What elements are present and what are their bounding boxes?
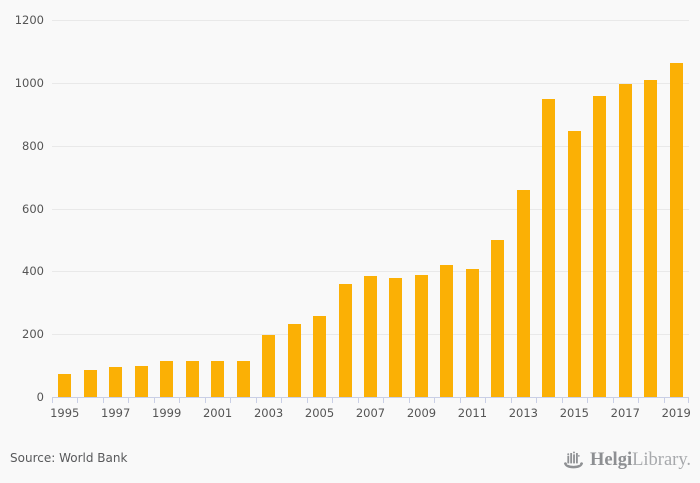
x-axis-label-2019: 2019 bbox=[661, 406, 691, 420]
x-axis-tick bbox=[612, 398, 614, 403]
helgi-ship-icon bbox=[562, 449, 585, 472]
bar-2007[interactable] bbox=[364, 276, 377, 397]
x-axis-tick bbox=[638, 398, 640, 403]
x-axis-label-2011: 2011 bbox=[457, 406, 488, 420]
x-axis-tick bbox=[332, 398, 334, 403]
bar-2013[interactable] bbox=[516, 190, 530, 397]
x-axis-label-2013: 2013 bbox=[508, 406, 539, 420]
x-axis-tick bbox=[485, 398, 487, 403]
x-axis-label-2015: 2015 bbox=[559, 406, 589, 420]
x-axis-label-2017: 2017 bbox=[610, 406, 640, 420]
x-axis-label-1999: 1999 bbox=[152, 406, 182, 420]
bar-1995[interactable] bbox=[58, 374, 72, 397]
y-axis-label-200: 200 bbox=[22, 327, 44, 342]
logo-text: HelgiLibrary. bbox=[590, 448, 691, 472]
bar-2017[interactable] bbox=[618, 84, 632, 397]
bar-1996[interactable] bbox=[83, 370, 97, 397]
y-axis-label-1200: 1200 bbox=[14, 13, 44, 27]
plot-area: 0 200 400 600 800 1000 1200 1995 1997 1999 2001 200… bbox=[15, 14, 691, 419]
gridline-400 bbox=[52, 271, 689, 273]
gridline-1200 bbox=[52, 20, 689, 21]
x-axis-label-1995: 1995 bbox=[50, 406, 80, 420]
x-axis-label-2005: 2005 bbox=[304, 406, 335, 420]
bar-2011[interactable] bbox=[465, 268, 479, 397]
bar-2014[interactable] bbox=[542, 98, 556, 397]
x-axis-tick bbox=[102, 398, 104, 403]
helgi-library-logo[interactable]: HelgiLibrary. bbox=[562, 448, 691, 472]
x-axis-tick bbox=[587, 398, 589, 403]
x-axis-tick bbox=[510, 398, 512, 403]
x-axis-tick bbox=[536, 398, 538, 403]
x-axis-tick bbox=[281, 398, 283, 403]
bar-2012[interactable] bbox=[491, 239, 505, 397]
x-axis-tick bbox=[230, 398, 232, 403]
bar-1997[interactable] bbox=[109, 367, 123, 397]
bar-2018[interactable] bbox=[644, 80, 658, 397]
x-axis-tick bbox=[383, 398, 385, 403]
logo-text-library: Library. bbox=[632, 450, 691, 470]
y-axis-label-1000: 1000 bbox=[14, 75, 44, 90]
x-axis-tick bbox=[204, 398, 206, 403]
bar-2000[interactable] bbox=[185, 361, 199, 397]
y-axis-label-800: 800 bbox=[22, 138, 44, 153]
bar-2004[interactable] bbox=[287, 324, 301, 397]
x-axis-tick bbox=[561, 398, 563, 403]
x-axis-tick bbox=[434, 398, 436, 403]
x-axis-tick bbox=[663, 398, 665, 403]
y-axis-label-400: 400 bbox=[22, 264, 44, 279]
x-axis-tick bbox=[357, 398, 359, 403]
bar-2019[interactable] bbox=[669, 62, 683, 397]
x-axis-tick bbox=[306, 398, 308, 403]
x-axis-tick bbox=[153, 398, 155, 403]
bar-2006[interactable] bbox=[338, 283, 352, 397]
x-axis-tick bbox=[459, 398, 461, 403]
bar-2015[interactable] bbox=[567, 130, 581, 397]
source-label: Source: World Bank bbox=[10, 451, 128, 465]
x-axis-label-2007: 2007 bbox=[355, 406, 386, 420]
bar-2016[interactable] bbox=[593, 96, 607, 397]
x-axis-label-2003: 2003 bbox=[253, 406, 284, 420]
bar-1999[interactable] bbox=[160, 360, 174, 397]
bar-1998[interactable] bbox=[134, 366, 148, 397]
x-axis-tick bbox=[128, 398, 130, 403]
x-axis-tick bbox=[688, 398, 689, 403]
bar-2001[interactable] bbox=[211, 361, 225, 397]
logo-text-helgi: Helgi bbox=[589, 450, 633, 470]
x-axis-tick bbox=[255, 398, 257, 403]
gridline-800 bbox=[52, 145, 689, 147]
gridline-600 bbox=[52, 208, 689, 210]
bar-2008[interactable] bbox=[389, 278, 403, 397]
x-axis-tick bbox=[52, 398, 53, 403]
y-axis-label-600: 600 bbox=[22, 201, 44, 216]
bar-2003[interactable] bbox=[262, 335, 276, 397]
bar-2005[interactable] bbox=[313, 316, 327, 397]
x-axis-tick bbox=[77, 398, 79, 403]
x-axis-label-1997: 1997 bbox=[101, 406, 131, 420]
x-axis-label-2009: 2009 bbox=[406, 406, 437, 420]
x-axis-tick bbox=[408, 398, 410, 403]
y-axis-label-0: 0 bbox=[36, 390, 44, 404]
bar-2009[interactable] bbox=[414, 274, 428, 397]
bar-2002[interactable] bbox=[236, 361, 250, 397]
gridline-1000 bbox=[52, 82, 689, 84]
x-axis-tick bbox=[179, 398, 181, 403]
x-axis-label-2001: 2001 bbox=[202, 406, 233, 420]
bar-2010[interactable] bbox=[440, 264, 454, 397]
